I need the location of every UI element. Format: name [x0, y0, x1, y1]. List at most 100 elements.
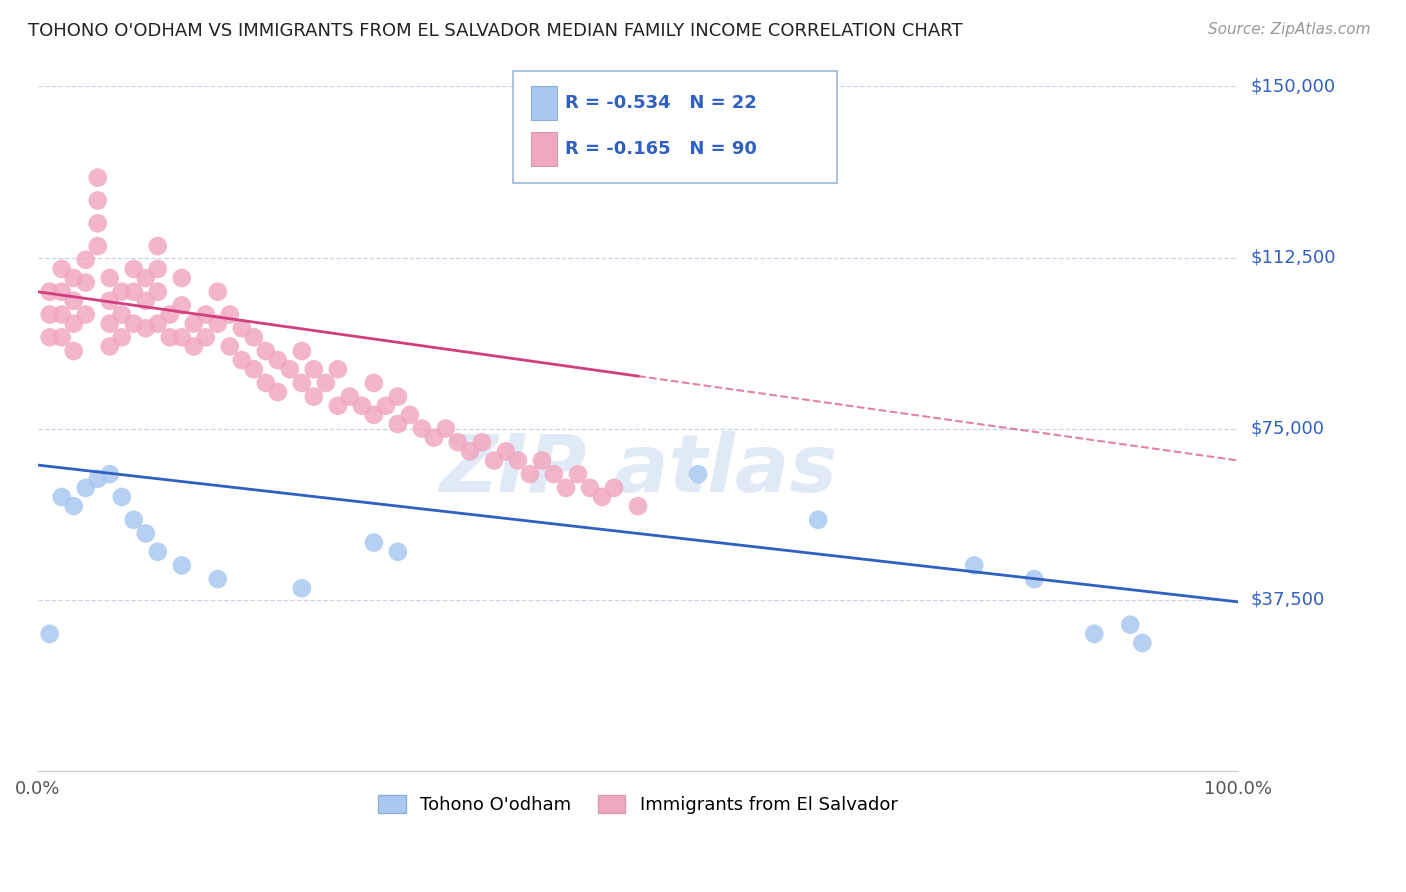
Point — [363, 535, 385, 549]
Point — [434, 421, 457, 435]
Point — [374, 399, 396, 413]
Point — [98, 271, 121, 285]
Point — [87, 472, 110, 486]
Point — [135, 271, 157, 285]
Point — [51, 490, 73, 504]
Point — [291, 376, 314, 390]
Point — [231, 353, 253, 368]
Point — [254, 376, 277, 390]
Point — [458, 444, 481, 458]
Point — [963, 558, 986, 573]
Point — [38, 285, 60, 299]
Point — [207, 317, 229, 331]
Point — [591, 490, 613, 504]
Point — [183, 317, 205, 331]
Point — [411, 421, 433, 435]
Point — [339, 390, 361, 404]
Point — [87, 239, 110, 253]
Point — [218, 308, 240, 322]
Point — [555, 481, 578, 495]
Point — [267, 353, 290, 368]
Point — [122, 261, 145, 276]
Point — [603, 481, 626, 495]
Point — [315, 376, 337, 390]
Text: ZIP atlas: ZIP atlas — [439, 431, 837, 508]
Point — [326, 399, 349, 413]
Point — [159, 330, 181, 344]
Point — [218, 339, 240, 353]
Point — [302, 362, 325, 376]
Point — [122, 285, 145, 299]
Point — [75, 481, 97, 495]
Point — [278, 362, 301, 376]
Point — [62, 344, 84, 359]
Point — [267, 385, 290, 400]
Point — [243, 330, 266, 344]
Text: $112,500: $112,500 — [1250, 249, 1336, 267]
Point — [482, 453, 505, 467]
Point — [1119, 617, 1142, 632]
Point — [111, 285, 134, 299]
Point — [807, 513, 830, 527]
Text: $150,000: $150,000 — [1250, 78, 1336, 95]
Point — [170, 558, 193, 573]
Text: R = -0.534   N = 22: R = -0.534 N = 22 — [565, 94, 756, 112]
Point — [51, 308, 73, 322]
Point — [1024, 572, 1046, 586]
Point — [98, 339, 121, 353]
Point — [350, 399, 373, 413]
Point — [38, 330, 60, 344]
Point — [447, 435, 470, 450]
Text: TOHONO O'ODHAM VS IMMIGRANTS FROM EL SALVADOR MEDIAN FAMILY INCOME CORRELATION C: TOHONO O'ODHAM VS IMMIGRANTS FROM EL SAL… — [28, 22, 963, 40]
Legend: Tohono O'odham, Immigrants from El Salvador: Tohono O'odham, Immigrants from El Salva… — [370, 786, 907, 823]
Point — [111, 490, 134, 504]
Point — [170, 271, 193, 285]
Point — [146, 317, 169, 331]
Point — [423, 431, 446, 445]
Point — [254, 344, 277, 359]
Point — [51, 261, 73, 276]
Point — [387, 390, 409, 404]
Point — [98, 317, 121, 331]
Text: $75,000: $75,000 — [1250, 419, 1324, 438]
Point — [326, 362, 349, 376]
Point — [62, 271, 84, 285]
Point — [75, 252, 97, 267]
Point — [51, 285, 73, 299]
Point — [98, 467, 121, 482]
Text: Source: ZipAtlas.com: Source: ZipAtlas.com — [1208, 22, 1371, 37]
Point — [62, 293, 84, 308]
Point — [62, 499, 84, 513]
Point — [146, 545, 169, 559]
Point — [159, 308, 181, 322]
Point — [207, 285, 229, 299]
Point — [98, 293, 121, 308]
Point — [1130, 636, 1153, 650]
Point — [170, 330, 193, 344]
Point — [530, 453, 553, 467]
Point — [87, 170, 110, 185]
Point — [87, 194, 110, 208]
Point — [387, 545, 409, 559]
Point — [363, 408, 385, 422]
Point — [111, 308, 134, 322]
Text: R = -0.165   N = 90: R = -0.165 N = 90 — [565, 140, 756, 158]
Point — [302, 390, 325, 404]
Point — [111, 330, 134, 344]
Point — [291, 344, 314, 359]
Point — [495, 444, 517, 458]
Point — [231, 321, 253, 335]
Point — [207, 572, 229, 586]
Point — [1083, 627, 1105, 641]
Point — [291, 581, 314, 595]
Point — [183, 339, 205, 353]
Point — [75, 276, 97, 290]
Point — [194, 330, 217, 344]
Point — [543, 467, 565, 482]
Point — [51, 330, 73, 344]
Point — [75, 308, 97, 322]
Point — [194, 308, 217, 322]
Point — [146, 285, 169, 299]
Point — [519, 467, 541, 482]
Point — [567, 467, 589, 482]
